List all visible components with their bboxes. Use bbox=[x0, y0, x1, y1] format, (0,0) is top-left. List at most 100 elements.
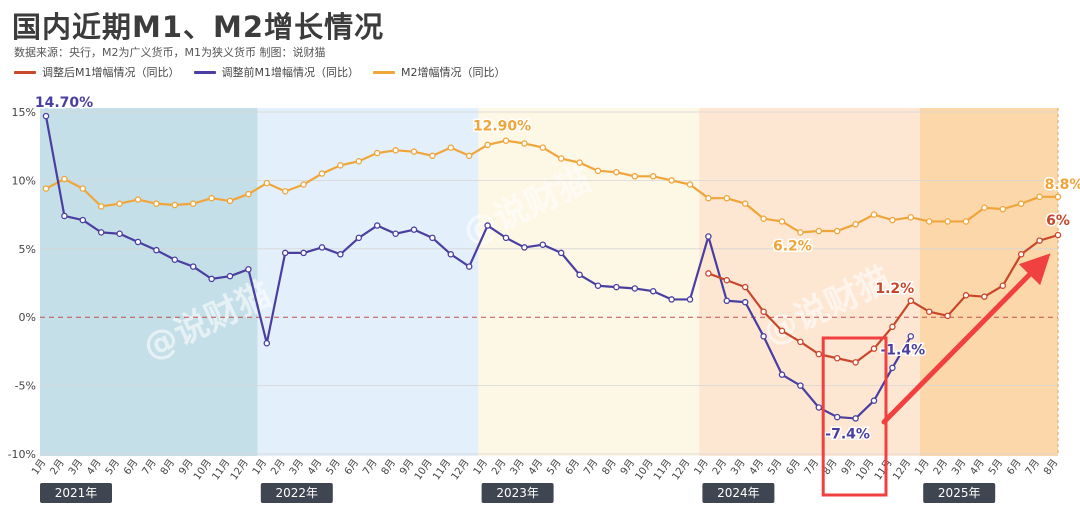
data-point bbox=[705, 233, 712, 240]
x-tick-label: 6月 bbox=[1004, 457, 1023, 477]
x-tick-label: 3月 bbox=[287, 457, 306, 477]
x-tick-label: 6月 bbox=[563, 457, 582, 477]
y-tick-label: 15% bbox=[12, 106, 36, 119]
data-point bbox=[889, 216, 896, 224]
data-point bbox=[226, 197, 234, 205]
data-point bbox=[557, 155, 565, 162]
x-tick-label: 12月 bbox=[449, 457, 472, 483]
data-point bbox=[171, 256, 179, 263]
data-point bbox=[649, 173, 657, 180]
x-tick-label: 11月 bbox=[430, 457, 453, 483]
data-point bbox=[79, 185, 87, 192]
data-point bbox=[760, 333, 767, 340]
x-tick-label: 6月 bbox=[342, 457, 361, 477]
data-point bbox=[797, 338, 804, 346]
data-point bbox=[410, 148, 418, 155]
year-band bbox=[920, 108, 1058, 456]
data-point bbox=[797, 229, 804, 236]
data-point bbox=[852, 415, 859, 422]
data-point bbox=[668, 177, 675, 184]
data-point bbox=[594, 282, 602, 289]
data-point bbox=[521, 244, 528, 251]
data-point bbox=[42, 185, 50, 192]
x-tick-label: 3月 bbox=[949, 457, 968, 477]
data-point bbox=[833, 227, 841, 235]
data-point bbox=[741, 283, 749, 291]
data-point bbox=[815, 350, 823, 358]
data-point bbox=[778, 327, 786, 335]
chart-title: 国内近期M1、M2增长情况 bbox=[12, 10, 385, 44]
x-tick-label: 11月 bbox=[210, 457, 233, 483]
x-tick-label: 5月 bbox=[765, 457, 784, 477]
x-tick-label: 1月 bbox=[250, 457, 269, 477]
data-point bbox=[171, 201, 179, 209]
data-point bbox=[815, 227, 823, 235]
data-point bbox=[889, 364, 896, 372]
data-point bbox=[61, 212, 68, 220]
data-point bbox=[686, 296, 694, 303]
x-tick-label: 5月 bbox=[324, 457, 343, 477]
data-point bbox=[484, 222, 491, 229]
data-point bbox=[226, 272, 234, 280]
data-label: 14.70% bbox=[35, 95, 93, 111]
data-point bbox=[852, 220, 859, 228]
x-tick-label: 8月 bbox=[379, 457, 398, 477]
data-label: -7.4% bbox=[825, 426, 870, 442]
legend-label-m2: M2增幅情况（同比） bbox=[401, 66, 506, 79]
legend-label-m1-original: 调整前M1增幅情况（同比） bbox=[221, 66, 360, 79]
data-point bbox=[245, 190, 252, 198]
chart-subtitle: 数据来源：央行，M2为广义货币，M1为狭义货币 制图：说财猫 bbox=[14, 46, 326, 59]
data-point bbox=[833, 354, 841, 362]
data-point bbox=[907, 297, 915, 305]
x-tick-label: 5月 bbox=[544, 457, 563, 477]
trend-arrow bbox=[881, 253, 1051, 425]
data-point bbox=[116, 230, 123, 238]
data-point bbox=[116, 200, 123, 207]
data-point bbox=[502, 137, 510, 144]
x-tick-label: 3月 bbox=[728, 457, 747, 477]
data-point bbox=[723, 277, 731, 284]
y-tick-label: 5% bbox=[19, 243, 36, 256]
data-point bbox=[392, 147, 399, 154]
year-label-bg bbox=[923, 483, 996, 503]
data-point bbox=[944, 312, 951, 320]
year-label-bg bbox=[481, 483, 554, 503]
data-point bbox=[318, 170, 326, 177]
x-tick-label: 5月 bbox=[103, 457, 122, 477]
data-point bbox=[281, 188, 289, 195]
x-tick-label: 11月 bbox=[872, 457, 895, 483]
data-point bbox=[852, 359, 859, 366]
data-point bbox=[318, 244, 326, 251]
data-point bbox=[925, 218, 933, 225]
x-tick-label: 8月 bbox=[600, 457, 619, 477]
x-tick-label: 4月 bbox=[305, 457, 324, 477]
x-tick-label: 2月 bbox=[931, 457, 950, 477]
legend: 调整后M1增幅情况（同比） 调整前M1增幅情况（同比） M2增幅情况（同比） bbox=[14, 64, 506, 80]
data-point bbox=[999, 205, 1007, 213]
y-tick-label: -10% bbox=[8, 448, 36, 461]
x-tick-label: 12月 bbox=[228, 457, 251, 483]
data-label: 6.2% bbox=[773, 238, 812, 254]
x-tick-label: 8月 bbox=[1041, 457, 1060, 477]
data-point bbox=[760, 308, 767, 315]
data-point bbox=[429, 152, 436, 160]
data-point bbox=[502, 234, 510, 242]
data-point bbox=[189, 200, 197, 207]
legend-label-m1-adjusted: 调整后M1增幅情况（同比） bbox=[42, 66, 180, 79]
x-tick-label: 4月 bbox=[747, 457, 766, 477]
data-point bbox=[1017, 200, 1025, 207]
data-label: 6% bbox=[1046, 213, 1070, 229]
data-point bbox=[1036, 193, 1043, 201]
data-point bbox=[373, 222, 381, 229]
year-label: 2022年 bbox=[276, 486, 319, 500]
data-point bbox=[889, 323, 896, 331]
data-point bbox=[245, 266, 252, 273]
x-tick-label: 8月 bbox=[158, 457, 177, 477]
data-point bbox=[484, 141, 491, 149]
x-tick-label: 10月 bbox=[633, 457, 656, 483]
data-point bbox=[649, 287, 657, 295]
data-point bbox=[447, 144, 455, 151]
x-tick-label: 2月 bbox=[268, 457, 287, 477]
data-point bbox=[778, 218, 786, 225]
data-point bbox=[741, 200, 749, 207]
